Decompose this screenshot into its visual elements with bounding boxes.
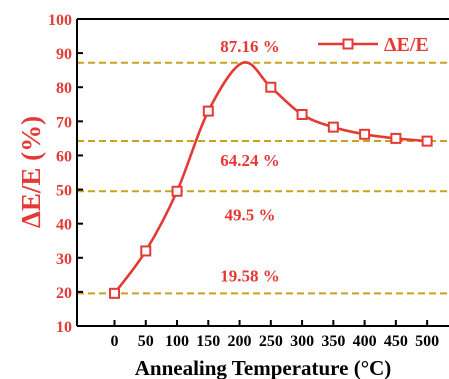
axes bbox=[76, 18, 449, 327]
series-line bbox=[113, 61, 428, 295]
data-point-3 bbox=[202, 105, 214, 117]
y-tick-label-3: 40 bbox=[56, 217, 72, 234]
data-point-2 bbox=[171, 185, 183, 197]
x-tick-label-0: 0 bbox=[111, 333, 119, 350]
y-axis-label: ΔE/E (%) bbox=[16, 116, 46, 228]
data-point-8 bbox=[390, 132, 402, 144]
x-tick-label-4: 200 bbox=[228, 333, 252, 350]
x-tick-label-1: 50 bbox=[138, 333, 154, 350]
x-ticks: 0 50 100 150 200 250 300 350 400 450 500 bbox=[111, 320, 439, 350]
data-point-5 bbox=[296, 109, 308, 121]
x-tick-label-8: 400 bbox=[353, 333, 377, 350]
reference-lines bbox=[77, 61, 449, 295]
data-point-7 bbox=[359, 128, 371, 140]
y-tick-label-0: 10 bbox=[56, 319, 72, 336]
data-point-9 bbox=[421, 135, 433, 147]
reference-labels: 87.16 % 64.24 % 49.5 % 19.58 % bbox=[220, 37, 280, 286]
data-point-0 bbox=[109, 287, 121, 299]
y-tick-label-7: 80 bbox=[56, 80, 72, 97]
x-tick-label-9: 450 bbox=[384, 333, 408, 350]
x-tick-label-10: 500 bbox=[415, 333, 439, 350]
reference-label-0: 87.16 % bbox=[220, 37, 280, 56]
y-tick-label-2: 30 bbox=[56, 251, 72, 268]
x-tick-label-3: 150 bbox=[196, 333, 220, 350]
y-tick-label-5: 60 bbox=[56, 148, 72, 165]
x-tick-label-5: 250 bbox=[259, 333, 283, 350]
x-tick-label-6: 300 bbox=[290, 333, 314, 350]
y-ticks: 10 20 30 40 50 60 70 80 90 100 bbox=[48, 12, 83, 336]
series-markers bbox=[109, 81, 433, 299]
legend-marker bbox=[342, 38, 354, 50]
series-curve bbox=[113, 61, 428, 295]
y-tick-label-9: 100 bbox=[48, 12, 72, 29]
data-point-1 bbox=[140, 245, 152, 257]
data-point-6 bbox=[327, 121, 339, 133]
x-axis-label: Annealing Temperature (°C) bbox=[135, 356, 392, 379]
reference-label-1: 64.24 % bbox=[220, 151, 280, 170]
y-tick-label-4: 50 bbox=[56, 183, 72, 200]
y-tick-label-1: 20 bbox=[56, 285, 72, 302]
reference-label-3: 19.58 % bbox=[220, 266, 280, 285]
reference-label-2: 49.5 % bbox=[225, 205, 276, 224]
x-tick-label-7: 350 bbox=[321, 333, 345, 350]
legend-label: ΔE/E bbox=[384, 34, 429, 56]
y-tick-label-8: 90 bbox=[56, 46, 72, 63]
data-point-4 bbox=[265, 81, 277, 93]
legend: ΔE/E bbox=[318, 34, 429, 56]
x-tick-label-2: 100 bbox=[165, 333, 189, 350]
y-tick-label-6: 70 bbox=[56, 114, 72, 131]
